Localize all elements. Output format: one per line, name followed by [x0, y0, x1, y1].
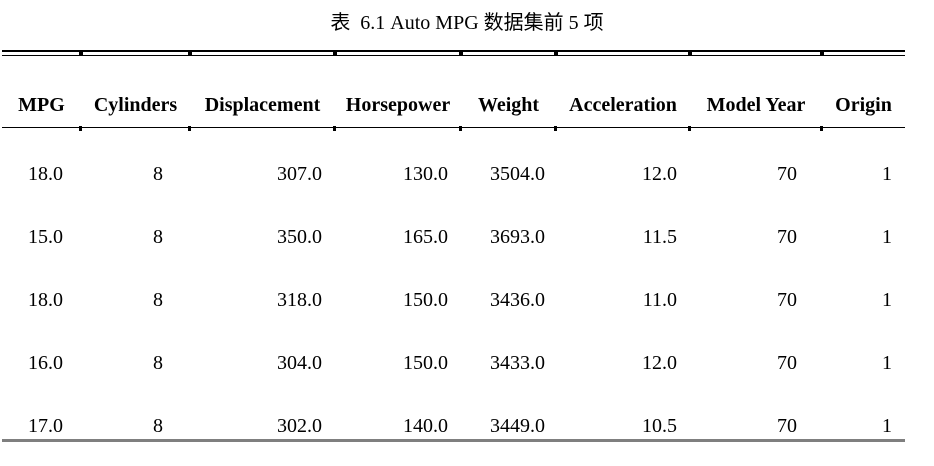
table-cell: 3433.0 — [490, 352, 545, 374]
column-separator-tick — [820, 126, 823, 131]
column-separator-tick — [459, 51, 463, 55]
table-row: 17.0 8 302.0 140.0 3449.0 10.5 70 1 — [2, 380, 905, 443]
column-separator-tick — [688, 51, 692, 55]
table-cell: 302.0 — [277, 415, 322, 437]
column-separator-tick — [333, 126, 336, 131]
column-header-mpg: MPG — [18, 94, 65, 116]
table-header-row: MPG Cylinders Displacement Horsepower We… — [2, 56, 905, 127]
table-cell: 130.0 — [403, 163, 448, 185]
table-cell: 8 — [153, 415, 163, 437]
table-row: 18.0 8 307.0 130.0 3504.0 12.0 70 1 — [2, 128, 905, 191]
table-cell: 304.0 — [277, 352, 322, 374]
table-body: 18.0 8 307.0 130.0 3504.0 12.0 70 1 15.0… — [2, 128, 905, 443]
table-row: 15.0 8 350.0 165.0 3693.0 11.5 70 1 — [2, 191, 905, 254]
table-cell: 70 — [777, 415, 797, 437]
table-cell: 17.0 — [28, 415, 63, 437]
table-caption: 表 6.1 Auto MPG 数据集前 5 项 — [330, 12, 604, 34]
column-separator-tick — [79, 51, 83, 55]
table-cell: 18.0 — [28, 163, 63, 185]
table-bottom-rule — [2, 439, 905, 442]
table-cell: 11.5 — [642, 226, 677, 248]
column-separator-tick — [333, 51, 337, 55]
table-cell: 10.5 — [642, 415, 677, 437]
column-header-cylinders: Cylinders — [93, 94, 178, 116]
table-cell: 70 — [777, 163, 797, 185]
table-cell: 3693.0 — [490, 226, 545, 248]
table-cell: 12.0 — [642, 163, 677, 185]
table-cell: 70 — [777, 352, 797, 374]
table-row: 16.0 8 304.0 150.0 3433.0 12.0 70 1 — [2, 317, 905, 380]
table-cell: 1 — [882, 163, 892, 185]
column-separator-tick — [188, 126, 191, 131]
table-cell: 3436.0 — [490, 289, 545, 311]
header-bottom-rule — [2, 126, 905, 131]
column-separator-tick — [554, 126, 557, 131]
table-cell: 1 — [882, 226, 892, 248]
table-cell: 150.0 — [403, 352, 448, 374]
column-separator-tick — [188, 51, 192, 55]
column-separator-tick — [79, 126, 82, 131]
table-cell: 8 — [153, 352, 163, 374]
table-cell: 140.0 — [403, 415, 448, 437]
table-cell: 15.0 — [28, 226, 63, 248]
column-header-model-year: Model Year — [706, 94, 806, 116]
column-separator-tick — [820, 51, 824, 55]
table-cell: 307.0 — [277, 163, 322, 185]
table-cell: 11.0 — [642, 289, 677, 311]
column-header-weight: Weight — [477, 94, 540, 116]
table-cell: 150.0 — [403, 289, 448, 311]
table-cell: 18.0 — [28, 289, 63, 311]
table-cell: 8 — [153, 226, 163, 248]
column-header-origin: Origin — [835, 94, 892, 116]
table-cell: 350.0 — [277, 226, 322, 248]
column-header-horsepower: Horsepower — [345, 94, 451, 116]
table-cell: 16.0 — [28, 352, 63, 374]
table-cell: 1 — [882, 415, 892, 437]
table-cell: 318.0 — [277, 289, 322, 311]
column-header-acceleration: Acceleration — [569, 94, 677, 116]
table-cell: 70 — [777, 289, 797, 311]
table-cell: 3449.0 — [490, 415, 545, 437]
column-header-displacement: Displacement — [204, 94, 321, 116]
column-separator-tick — [688, 126, 691, 131]
table-row: 18.0 8 318.0 150.0 3436.0 11.0 70 1 — [2, 254, 905, 317]
table-cell: 1 — [882, 352, 892, 374]
table-cell: 165.0 — [403, 226, 448, 248]
table-cell: 3504.0 — [490, 163, 545, 185]
table-cell: 8 — [153, 289, 163, 311]
table-cell: 8 — [153, 163, 163, 185]
table-top-rule — [2, 50, 905, 56]
table-cell: 1 — [882, 289, 892, 311]
table-cell: 70 — [777, 226, 797, 248]
table-cell: 12.0 — [642, 352, 677, 374]
column-separator-tick — [459, 126, 462, 131]
column-separator-tick — [554, 51, 558, 55]
